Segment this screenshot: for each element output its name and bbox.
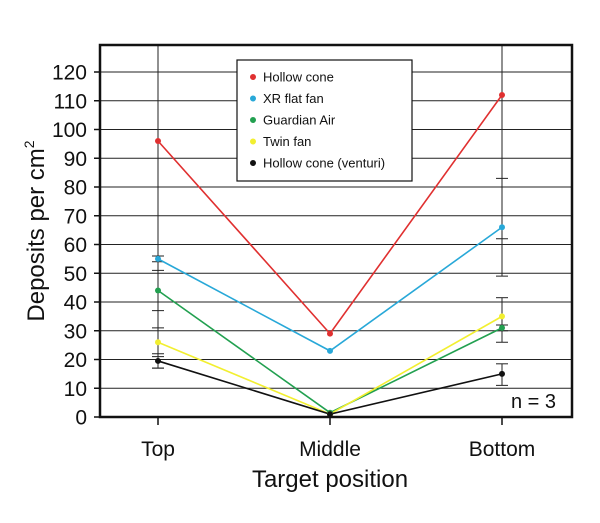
legend-label: Hollow cone (venturi) bbox=[263, 156, 385, 171]
y-axis-ticks: 0 10 20 30 40 50 60 70 80 90 100 110 120 bbox=[52, 62, 100, 430]
data-point-hollow-cone-venturi-bottom bbox=[499, 370, 505, 377]
y-tick-label: 90 bbox=[64, 148, 87, 171]
legend-item-hollow-cone-venturi: Hollow cone (venturi) bbox=[250, 156, 385, 171]
data-point-hollow-cone-middle bbox=[327, 330, 333, 337]
data-point-twin-fan-top bbox=[155, 339, 161, 346]
y-tick-label: 120 bbox=[52, 62, 87, 85]
data-point-twin-fan-bottom bbox=[499, 313, 505, 320]
y-tick-label: 40 bbox=[64, 292, 87, 315]
data-point-xr-flat-fan-middle bbox=[327, 347, 333, 354]
y-tick-label: 20 bbox=[64, 349, 87, 372]
y-axis-title-main: Deposits per cm bbox=[23, 148, 50, 321]
legend-box bbox=[236, 59, 413, 182]
data-point-guardian-air-bottom bbox=[499, 324, 505, 331]
legend-item-xr-flat-fan: XR flat fan bbox=[250, 91, 324, 106]
x-tick-label-top: Top bbox=[141, 438, 175, 461]
y-tick-label: 50 bbox=[64, 263, 87, 286]
data-points bbox=[155, 92, 505, 418]
x-axis-ticks: Top Middle Bottom bbox=[141, 417, 535, 461]
y-tick-label: 60 bbox=[64, 234, 87, 257]
legend-marker bbox=[250, 117, 256, 123]
legend-label: Guardian Air bbox=[263, 113, 336, 128]
sample-size-annotation: n = 3 bbox=[511, 391, 556, 413]
y-tick-label: 30 bbox=[64, 320, 87, 343]
y-tick-label: 0 bbox=[75, 407, 87, 430]
legend-item-twin-fan: Twin fan bbox=[250, 134, 311, 149]
data-point-guardian-air-top bbox=[155, 287, 161, 294]
data-point-xr-flat-fan-top bbox=[155, 255, 161, 262]
error-bar-hollow-cone-top bbox=[152, 45, 164, 369]
error-bars bbox=[152, 45, 508, 386]
data-point-hollow-cone-bottom bbox=[499, 92, 505, 98]
y-axis-title: Deposits per cm2 bbox=[21, 140, 50, 321]
y-tick-label: 100 bbox=[52, 119, 87, 142]
y-tick-label: 70 bbox=[64, 205, 87, 228]
y-tick-label: 10 bbox=[64, 378, 87, 401]
legend-item-guardian-air: Guardian Air bbox=[250, 113, 336, 128]
legend-marker bbox=[250, 138, 256, 145]
series-line-hollow-cone-venturi bbox=[157, 360, 503, 415]
y-axis-title-superscript: 2 bbox=[21, 140, 37, 148]
legend-label: Hollow cone bbox=[263, 70, 334, 85]
data-point-xr-flat-fan-bottom bbox=[499, 224, 505, 231]
legend-marker bbox=[250, 160, 256, 166]
x-tick-label-bottom: Bottom bbox=[469, 438, 536, 461]
legend-marker bbox=[250, 74, 256, 80]
legend-marker bbox=[250, 95, 256, 102]
y-tick-label: 110 bbox=[54, 90, 87, 113]
y-tick-label: 80 bbox=[64, 177, 87, 200]
legend-label: Twin fan bbox=[263, 134, 311, 149]
error-bar-twin-fan-bottom bbox=[496, 297, 508, 343]
legend-label: XR flat fan bbox=[263, 91, 324, 106]
data-point-hollow-cone-venturi-top bbox=[155, 357, 161, 364]
legend-items: Hollow cone XR flat fan Guardian Air Twin f… bbox=[250, 70, 385, 171]
x-tick-label-middle: Middle bbox=[299, 438, 361, 461]
legend: Hollow cone XR flat fan Guardian Air Twin f… bbox=[236, 59, 413, 182]
x-axis-title: Target position bbox=[252, 466, 408, 493]
plot-area-frame bbox=[98, 43, 574, 419]
legend-item-hollow-cone: Hollow cone bbox=[250, 70, 334, 85]
data-point-hollow-cone-top bbox=[155, 138, 161, 144]
data-point-hollow-cone-venturi-middle bbox=[327, 411, 333, 418]
